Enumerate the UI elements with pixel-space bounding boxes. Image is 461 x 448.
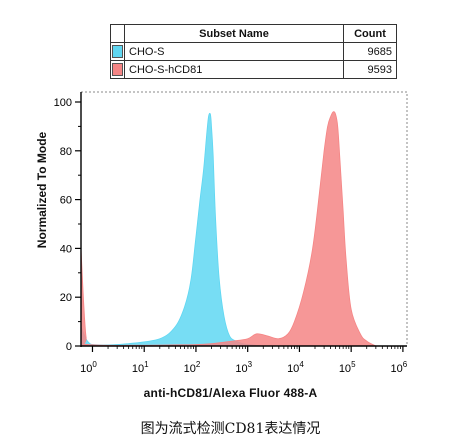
y-tick-label: 80 xyxy=(60,146,72,158)
y-tick-label: 100 xyxy=(54,97,72,109)
series-area-cho-s-hcd81 xyxy=(80,111,377,347)
plot-frame xyxy=(80,91,408,347)
legend-swatch-cho-s xyxy=(112,45,123,58)
x-tick-label: 106 xyxy=(391,360,408,375)
y-axis-label: Normalized To Mode xyxy=(35,131,49,249)
x-tick-label: 100 xyxy=(80,360,97,375)
figure-caption: 图为流式检测CD81表达情况 xyxy=(140,421,321,437)
x-tick-label: 105 xyxy=(339,360,356,375)
legend-table: Subset Name Count CHO-S 9685 CHO-S-hCD81… xyxy=(110,24,397,79)
x-tick-label: 102 xyxy=(184,360,201,375)
x-tick-label: 104 xyxy=(287,360,304,375)
y-tick-label: 0 xyxy=(66,341,72,353)
legend-header-name: Subset Name xyxy=(124,24,344,43)
y-tick-label: 40 xyxy=(60,243,72,255)
x-tick-label: 103 xyxy=(235,360,252,375)
y-tick-label: 20 xyxy=(60,292,72,304)
legend-count: 9593 xyxy=(343,60,397,79)
legend-row: CHO-S-hCD81 9593 xyxy=(110,60,397,79)
legend-name: CHO-S-hCD81 xyxy=(124,60,344,79)
x-axis-label: anti-hCD81/Alexa Fluor 488-A xyxy=(143,386,318,400)
x-tick-label: 101 xyxy=(132,360,149,375)
legend-swatch-cell xyxy=(110,60,125,79)
series-area-cho-s xyxy=(80,112,264,347)
y-tick-label: 60 xyxy=(60,195,72,207)
legend-swatch-cho-s-hcd81 xyxy=(112,63,123,76)
